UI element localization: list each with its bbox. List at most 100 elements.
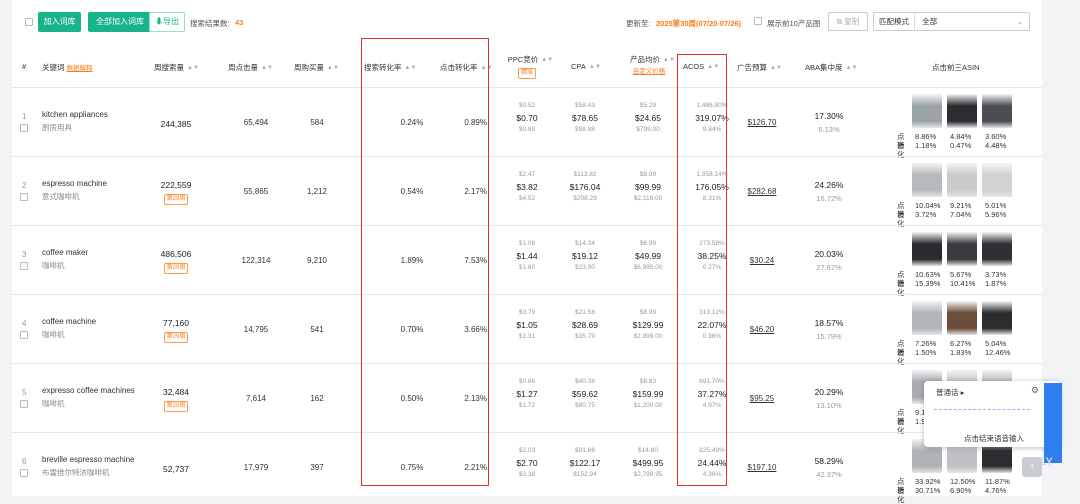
ppc-mid: $3.82 xyxy=(516,182,538,192)
settings-icon[interactable]: ⚙ xyxy=(1031,385,1040,395)
data-explain-link[interactable]: 数据解释 xyxy=(66,65,93,72)
voice-mode[interactable]: 普通话 ▸ xyxy=(936,387,964,398)
acos-range: 825.49% 24.44% 4.36% xyxy=(685,445,739,481)
add-all-to-library-button[interactable]: 全部加入词库 xyxy=(88,12,152,32)
aba-cell: 17.30% 6.13% xyxy=(807,110,851,136)
product-thumbnail[interactable] xyxy=(912,301,942,335)
click-pct: 9.1 xyxy=(915,408,926,417)
keyword-cell[interactable]: coffee maker 咖啡机 xyxy=(42,248,88,271)
copy-button[interactable]: ⧉ 复制 xyxy=(828,12,868,31)
custom-price-link[interactable]: 自定义价格 xyxy=(632,68,666,75)
product-thumbnail[interactable] xyxy=(982,94,1012,128)
keyword-text[interactable]: breville espresso machine xyxy=(42,455,135,464)
row-checkbox[interactable] xyxy=(20,469,28,477)
col-cpa[interactable]: CPA ▲▼ xyxy=(571,62,601,71)
ad-budget[interactable]: $197.10 xyxy=(747,463,777,472)
keyword-text[interactable]: coffee maker xyxy=(42,248,89,257)
ad-budget[interactable]: $30.24 xyxy=(749,256,775,265)
product-thumbnail[interactable] xyxy=(982,301,1012,335)
cpa-mid: $19.12 xyxy=(572,251,598,261)
updated-week: 2025第30周(07/20-07/26) xyxy=(656,19,742,28)
keyword-translation: 厨房用具 xyxy=(42,123,72,132)
cpa-range: $40.38 $59.62 $80.75 xyxy=(562,376,608,412)
add-to-library-button[interactable]: 加入词库 xyxy=(38,12,81,32)
keyword-text[interactable]: kitchen appliances xyxy=(42,110,108,119)
product-thumbnail[interactable] xyxy=(912,163,942,197)
col-price[interactable]: 产品均价 ▲▼ 自定义价格 xyxy=(624,54,675,75)
ppc-high: $0.79 xyxy=(518,309,536,316)
match-mode-select[interactable]: 匹配模式 全部 ⌄ xyxy=(873,12,1030,31)
weekly-click: 65,494 xyxy=(243,118,269,127)
voice-input-widget[interactable]: 普通话 ▸ ⚙ — 点击结束语音输入 xyxy=(924,381,1060,447)
weekly-search: 77,160 xyxy=(163,318,189,328)
product-thumbnail[interactable] xyxy=(982,232,1012,266)
row-checkbox[interactable] xyxy=(20,331,28,339)
keyword-text[interactable]: expresso coffee machines xyxy=(42,386,135,395)
col-aba[interactable]: ABA集中度 ▲▼ xyxy=(805,62,857,73)
export-label: 导出 xyxy=(163,17,179,26)
row-checkbox[interactable] xyxy=(20,193,28,201)
weekly-buy: 584 xyxy=(310,118,324,127)
click-cvr: 2.21% xyxy=(464,463,487,472)
keyword-text[interactable]: coffee machine xyxy=(42,317,97,326)
aba-cell: 20.29% 13.10% xyxy=(807,386,851,412)
download-icon: ⬇ xyxy=(155,17,163,26)
side-tab[interactable] xyxy=(1044,383,1062,463)
col-ppc-label: PPC竞价 xyxy=(507,55,539,64)
product-thumbnail[interactable] xyxy=(947,163,977,197)
price-range: $8.63 $159.99 $1,200.00 xyxy=(621,376,675,412)
click-cvr: 2.13% xyxy=(464,394,487,403)
table-row: 1 kitchen appliances 厨房用具 244,385 65,494 … xyxy=(12,87,1042,159)
weekly-buy: 1,212 xyxy=(306,187,328,196)
weekly-click: 7,614 xyxy=(245,394,267,403)
keyword-translation: 咖啡机 xyxy=(42,399,65,408)
click-pct: 5.01% xyxy=(985,201,1007,210)
ad-budget[interactable]: $126.70 xyxy=(747,118,777,127)
col-ppc[interactable]: PPC竞价 ▲▼ 精准 xyxy=(504,54,553,79)
ppc-low: $1.72 xyxy=(518,402,536,409)
conv-label: 转化 xyxy=(897,486,905,504)
cpa-low: $98.88 xyxy=(575,126,595,133)
conv-pct: 1.50% xyxy=(915,348,937,357)
cpa-low: $208.29 xyxy=(573,195,597,202)
ppc-mode-select[interactable]: 精准 xyxy=(517,68,536,79)
click-pct: 4.84% xyxy=(950,132,972,141)
ad-budget[interactable]: $95.25 xyxy=(749,394,775,403)
export-button[interactable]: ⬇导出 xyxy=(149,12,185,32)
click-pct: 3.73% xyxy=(985,270,1007,279)
sort-icon: ▲▼ xyxy=(187,65,199,72)
product-thumbnail[interactable] xyxy=(982,163,1012,197)
price-high: $8.99 xyxy=(639,309,657,316)
ad-budget[interactable]: $282.68 xyxy=(747,187,777,196)
ad-budget[interactable]: $46.20 xyxy=(749,325,775,334)
col-weekly-search[interactable]: 周搜索量 ▲▼ xyxy=(154,62,199,73)
product-thumbnail[interactable] xyxy=(947,301,977,335)
product-thumbnail[interactable] xyxy=(912,94,942,128)
keyword-cell[interactable]: kitchen appliances 厨房用具 xyxy=(42,110,108,133)
result-count: 43 xyxy=(235,18,244,27)
keyword-cell[interactable]: breville espresso machine 布雷维尔特浓咖啡机 xyxy=(42,455,135,478)
voice-mode-label: 普通话 xyxy=(936,388,959,397)
select-all-checkbox[interactable] xyxy=(25,18,33,26)
acos-high: 691.70% xyxy=(699,378,725,385)
conv-label: 转化 xyxy=(897,141,905,159)
price-mid: $24.65 xyxy=(635,113,661,123)
keyword-cell[interactable]: expresso coffee machines 咖啡机 xyxy=(42,386,135,409)
row-checkbox[interactable] xyxy=(20,124,28,132)
product-thumbnail[interactable] xyxy=(912,232,942,266)
col-ad-budget[interactable]: 广告预算 ▲▼ xyxy=(737,62,782,73)
back-to-top-button[interactable]: ↑ xyxy=(1022,457,1042,477)
ppc-high: $2.03 xyxy=(518,447,536,454)
cpa-mid: $28.69 xyxy=(572,320,598,330)
product-thumbnail[interactable] xyxy=(947,94,977,128)
conv-pct: 12.46% xyxy=(985,348,1011,357)
row-checkbox[interactable] xyxy=(20,262,28,270)
col-weekly-click[interactable]: 周点击量 ▲▼ xyxy=(228,62,273,73)
show-top10-checkbox[interactable] xyxy=(754,17,762,25)
keyword-cell[interactable]: espresso machine 意式咖啡机 xyxy=(42,179,107,202)
keyword-text[interactable]: espresso machine xyxy=(42,179,107,188)
col-weekly-buy[interactable]: 周购买量 ▲▼ xyxy=(294,62,339,73)
row-checkbox[interactable] xyxy=(20,400,28,408)
keyword-cell[interactable]: coffee machine 咖啡机 xyxy=(42,317,96,340)
product-thumbnail[interactable] xyxy=(947,232,977,266)
